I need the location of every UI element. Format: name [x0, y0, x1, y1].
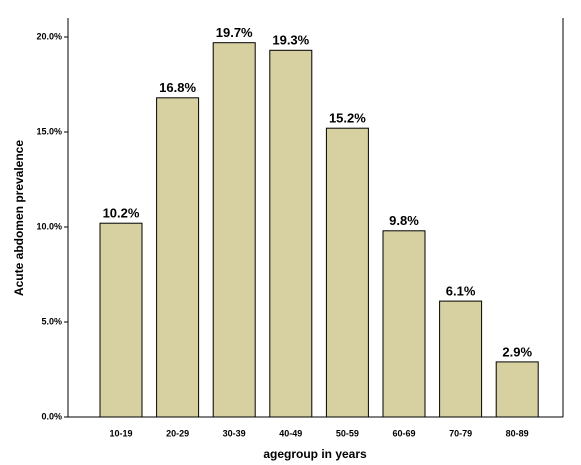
- value-label: 16.8%: [159, 80, 196, 95]
- x-tick-label: 40-49: [279, 428, 302, 438]
- x-tick-label: 20-29: [166, 428, 189, 438]
- y-tick-label: 15.0%: [36, 126, 62, 136]
- x-axis-label: agegroup in years: [263, 447, 367, 461]
- value-label: 19.3%: [272, 33, 309, 48]
- bar: [382, 230, 426, 418]
- bar: [495, 361, 539, 418]
- y-tick-label: 10.0%: [36, 221, 62, 231]
- bar: [269, 49, 313, 418]
- bar: [439, 300, 483, 418]
- y-tick-label: 20.0%: [36, 31, 62, 41]
- x-tick-label: 60-69: [392, 428, 415, 438]
- bar: [156, 97, 200, 418]
- value-label: 9.8%: [389, 213, 419, 228]
- bar: [99, 222, 143, 418]
- x-tick-label: 30-39: [223, 428, 246, 438]
- y-axis-label: Acute abdomen prevalence: [12, 140, 26, 296]
- value-label: 6.1%: [446, 284, 476, 299]
- value-label: 2.9%: [502, 344, 532, 359]
- bar: [212, 42, 256, 418]
- value-label: 15.2%: [329, 111, 366, 126]
- bar: [325, 127, 369, 418]
- x-tick-label: 10-19: [109, 428, 132, 438]
- value-label: 19.7%: [216, 25, 253, 40]
- x-tick-label: 50-59: [336, 428, 359, 438]
- y-tick-label: 5.0%: [41, 316, 62, 326]
- x-tick-label: 80-89: [506, 428, 529, 438]
- x-tick-label: 70-79: [449, 428, 472, 438]
- y-tick-label: 0.0%: [41, 411, 62, 421]
- value-label: 10.2%: [103, 206, 140, 221]
